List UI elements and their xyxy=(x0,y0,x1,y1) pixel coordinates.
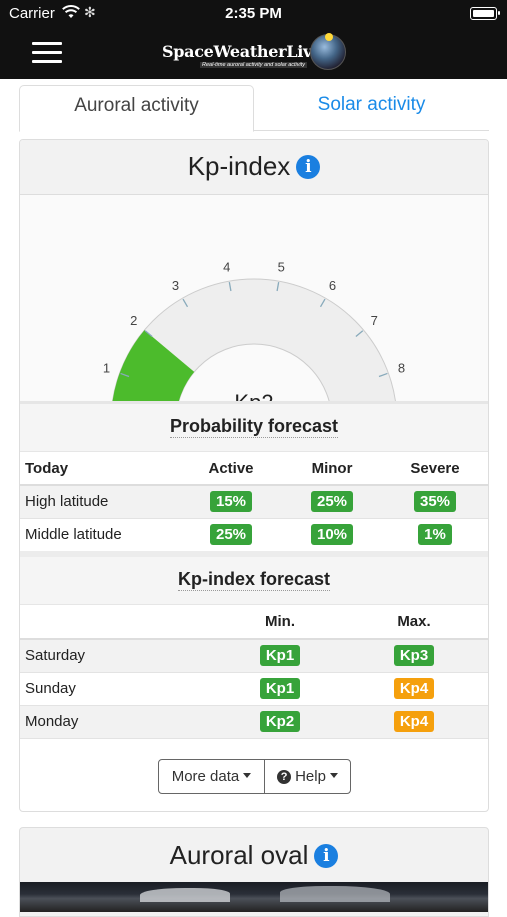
site-logo[interactable]: SpaceWeatherLive Real-time auroral activ… xyxy=(162,33,352,74)
probability-badge: 25% xyxy=(209,524,253,546)
auroral-oval-card: Auroral oval i xyxy=(19,827,489,917)
gauge-tick-label: 4 xyxy=(223,259,230,274)
forecast-day: Sunday xyxy=(25,680,76,697)
row-label: High latitude xyxy=(25,493,109,511)
gauge-tick xyxy=(276,282,280,292)
battery-icon xyxy=(470,7,500,20)
forecast-day: Saturday xyxy=(25,647,86,665)
probability-badge: 10% xyxy=(310,524,354,546)
column-header: Severe xyxy=(410,459,460,477)
kp-max-badge: Kp4 xyxy=(393,678,435,699)
table-row: Middle latitude 25% 10% 1% xyxy=(20,518,488,551)
hamburger-menu-icon[interactable] xyxy=(32,42,62,64)
wifi-icon xyxy=(62,5,80,18)
gauge-tick-label: 6 xyxy=(329,278,336,293)
kp-card-title: Kp-index xyxy=(187,151,291,181)
activity-spinner-icon: ✻ xyxy=(84,4,96,20)
probability-forecast-title: Probability forecast xyxy=(169,416,339,438)
gauge-tick xyxy=(355,330,364,338)
kp-forecast-header: Kp-index forecast xyxy=(20,557,488,605)
gauge-tick-label: 1 xyxy=(103,360,110,375)
caret-down-icon xyxy=(329,773,338,778)
kp-forecast-title: Kp-index forecast xyxy=(177,569,331,591)
column-header: Min. xyxy=(265,613,295,630)
column-header: Active xyxy=(208,459,254,477)
logo-text: SpaceWeatherLive xyxy=(162,42,322,61)
logo-sun-icon xyxy=(325,33,333,41)
kp-max-badge: Kp3 xyxy=(393,645,435,667)
table-row: Saturday Kp1 Kp3 xyxy=(20,639,488,672)
probability-table: Today Active Minor Severe High latitude … xyxy=(20,452,488,551)
card-actions: More data ? Help xyxy=(158,759,351,794)
caret-down-icon xyxy=(243,773,252,778)
question-circle-icon: ? xyxy=(277,770,292,784)
table-row: High latitude 15% 25% 35% xyxy=(20,485,488,518)
gauge-tick xyxy=(378,372,388,378)
clock: 2:35 PM xyxy=(225,5,282,22)
more-data-label: More data xyxy=(171,768,240,785)
kp-min-badge: Kp2 xyxy=(259,711,301,732)
gauge-tick-label: 7 xyxy=(371,313,378,328)
gauge-tick-label: 3 xyxy=(172,278,179,293)
gauge-fill xyxy=(112,330,195,401)
gauge-tick xyxy=(144,330,153,338)
info-icon[interactable]: i xyxy=(296,155,321,179)
kp-forecast-table: Min. Max. Saturday Kp1 Kp3 Sunday Kp1 Kp… xyxy=(20,605,488,739)
row-label: Middle latitude xyxy=(25,526,122,544)
tab-solar-activity[interactable]: Solar activity xyxy=(317,94,426,115)
kp-gauge: 0123456789Kp209-12 UTC xyxy=(20,195,488,404)
divider xyxy=(20,551,488,557)
kp-gauge-svg: 0123456789Kp209-12 UTC xyxy=(103,259,405,401)
status-bar: Carrier ✻ 2:35 PM xyxy=(0,0,507,28)
tab-auroral-activity[interactable]: Auroral activity xyxy=(19,85,254,132)
kp-card-header: Kp-index i xyxy=(20,140,488,195)
gauge-tick-label: 2 xyxy=(130,313,137,328)
auroral-oval-map[interactable] xyxy=(20,882,488,912)
help-label: Help xyxy=(295,768,326,785)
kp-min-badge: Kp1 xyxy=(259,678,301,699)
gauge-tick xyxy=(228,282,232,292)
probability-forecast-header: Probability forecast xyxy=(20,404,488,452)
activity-tabs: Auroral activity Solar activity xyxy=(19,85,489,132)
info-icon[interactable]: i xyxy=(314,844,339,868)
kp-min-badge: Kp1 xyxy=(259,645,301,667)
probability-badge: 35% xyxy=(413,491,457,513)
more-data-button[interactable]: More data xyxy=(159,760,265,793)
gauge-tick xyxy=(120,372,130,378)
gauge-tick xyxy=(319,298,326,308)
logo-tagline: Real-time auroral activity and solar act… xyxy=(200,62,308,68)
help-button[interactable]: ? Help xyxy=(265,760,350,793)
probability-badge: 25% xyxy=(310,491,354,513)
column-header: Today xyxy=(25,459,69,477)
gauge-value-label: Kp2 xyxy=(234,390,273,401)
column-header: Minor xyxy=(311,459,353,477)
carrier-label: Carrier xyxy=(9,5,55,22)
table-row: Monday Kp2 Kp4 xyxy=(20,705,488,738)
probability-badge: 15% xyxy=(209,491,253,513)
gauge-tick-label: 5 xyxy=(278,259,285,274)
kp-max-badge: Kp4 xyxy=(393,711,435,732)
probability-badge: 1% xyxy=(418,524,452,546)
forecast-day: Monday xyxy=(25,713,79,730)
table-row: Sunday Kp1 Kp4 xyxy=(20,672,488,705)
gauge-tick-label: 8 xyxy=(398,360,405,375)
column-header: Max. xyxy=(397,613,431,630)
column-header xyxy=(20,605,220,639)
gauge-tick xyxy=(182,298,189,308)
auroral-oval-title: Auroral oval xyxy=(169,840,309,870)
navbar: SpaceWeatherLive Real-time auroral activ… xyxy=(0,28,507,79)
